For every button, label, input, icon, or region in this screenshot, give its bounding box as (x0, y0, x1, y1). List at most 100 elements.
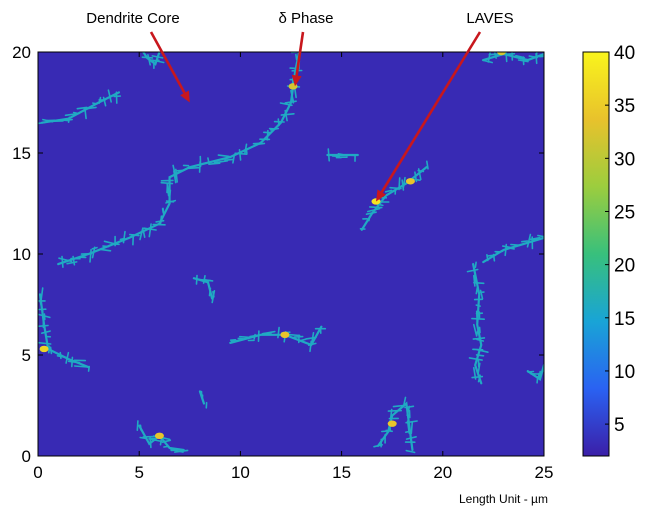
dendrite-arm (148, 223, 152, 238)
dendrite-arm (253, 333, 256, 340)
x-unit-label: Length Unit - µm (459, 492, 548, 506)
segregation-features (38, 52, 544, 454)
dendrite-arm (174, 449, 189, 453)
dendrite-arm (385, 429, 394, 433)
dendrite-arm (165, 200, 175, 203)
annotation-delta-phase: δ Phase (278, 10, 333, 27)
dendrite-arm (102, 245, 110, 248)
dendrite-arm (406, 405, 411, 417)
x-tick-label: 25 (535, 463, 554, 482)
dendrite-arm (66, 261, 78, 265)
segregation-spine (192, 277, 214, 300)
dendrite-arm (474, 261, 477, 269)
dendrite-arm (473, 281, 485, 285)
x-tick-label: 10 (231, 463, 250, 482)
dendrite-arm (207, 157, 210, 164)
dendrite-arm (476, 338, 485, 342)
laves-particle (496, 52, 506, 56)
dendrite-arm (368, 206, 383, 209)
dendrite-arm (305, 336, 317, 340)
dendrite-arm (141, 56, 154, 59)
dendrite-arm (538, 55, 544, 58)
x-tick-label: 5 (134, 463, 143, 482)
dendrite-arm (261, 330, 276, 335)
dendrite-arm (202, 161, 209, 165)
dendrite-arm (40, 287, 44, 302)
dendrite-arm (501, 245, 512, 249)
dendrite-arm (161, 439, 172, 444)
colorbar-strip (582, 51, 610, 457)
dendrite-arm (245, 148, 248, 155)
dendrite-arm (309, 340, 313, 353)
annotation-arrow-head (180, 90, 190, 103)
dendrite-arm (102, 96, 107, 107)
dendrite-arm (162, 207, 165, 215)
dendrite-arm (401, 179, 405, 191)
dendrite-arm (38, 341, 52, 345)
dendrite-arm (58, 257, 73, 263)
dendrite-arm (277, 326, 280, 339)
dendrite-arm (508, 247, 516, 250)
dendrite-arm (73, 365, 88, 368)
laves-particle (387, 420, 397, 427)
dendrite-arm (148, 438, 163, 443)
dendrite-arm (475, 310, 479, 324)
annotations: Dendrite Core δ Phase LAVES (86, 10, 514, 202)
dendrite-arm (299, 338, 307, 342)
dendrite-arm (472, 323, 478, 336)
plot-area (37, 51, 545, 457)
segregation-band-10 (526, 364, 544, 384)
dendrite-arm (310, 331, 315, 346)
dendrite-arm (72, 111, 80, 115)
segregation-spine (472, 263, 483, 385)
dendrite-arm (239, 335, 250, 339)
dendrite-arm (471, 375, 484, 379)
annotation-dendrite-core: Dendrite Core (86, 10, 179, 27)
dendrite-arm (290, 89, 295, 102)
dendrite-arm (208, 162, 221, 165)
dendrite-arm (475, 304, 482, 307)
dendrite-arm (486, 254, 495, 257)
dendrite-arm (89, 248, 92, 263)
dendrite-arm (471, 317, 486, 321)
y-tick-label: 15 (12, 144, 31, 163)
laves-particle (154, 432, 164, 439)
dendrite-arm (496, 250, 504, 254)
dendrite-arm (425, 160, 429, 170)
dendrite-arm (83, 106, 97, 110)
y-axis: 0 5 10 15 20 (12, 43, 544, 466)
dendrite-arm (284, 100, 297, 104)
segregation-band-8 (466, 261, 489, 385)
dendrite-arm (67, 360, 81, 364)
annotation-arrows (149, 31, 482, 202)
annotation-arrow-shaft (149, 31, 186, 94)
dendrite-arm (365, 211, 377, 215)
dendrite-arm (537, 234, 544, 238)
dendrite-arm (402, 176, 406, 189)
dendrite-arm (366, 207, 381, 213)
dendrite-arm (172, 164, 177, 179)
dendrite-arm (477, 362, 481, 374)
dendrite-arm (535, 52, 538, 59)
annotation-arrow-shaft (380, 31, 482, 193)
dendrite-arm (493, 52, 497, 59)
dendrite-arm (67, 116, 71, 123)
segregation-band-12 (192, 274, 216, 304)
colorbar-tick-label: 40 (614, 43, 635, 64)
dendrite-arm (410, 421, 414, 435)
dendrite-arm (368, 215, 371, 222)
dendrite-arm (107, 89, 112, 103)
dendrite-arm (414, 171, 418, 183)
dendrite-arm (293, 335, 304, 338)
x-tick-label: 20 (433, 463, 452, 482)
dendrite-arm (527, 370, 535, 373)
dendrite-arm (142, 229, 146, 238)
dendrite-arm (475, 354, 485, 357)
dendrite-arm (536, 375, 539, 384)
dendrite-arm (213, 160, 229, 164)
dendrite-arm (92, 102, 98, 105)
dendrite-arm (49, 346, 53, 355)
colorbar-tick-label: 25 (614, 202, 635, 223)
dendrite-arm (476, 348, 489, 354)
dendrite-arm (166, 183, 170, 197)
